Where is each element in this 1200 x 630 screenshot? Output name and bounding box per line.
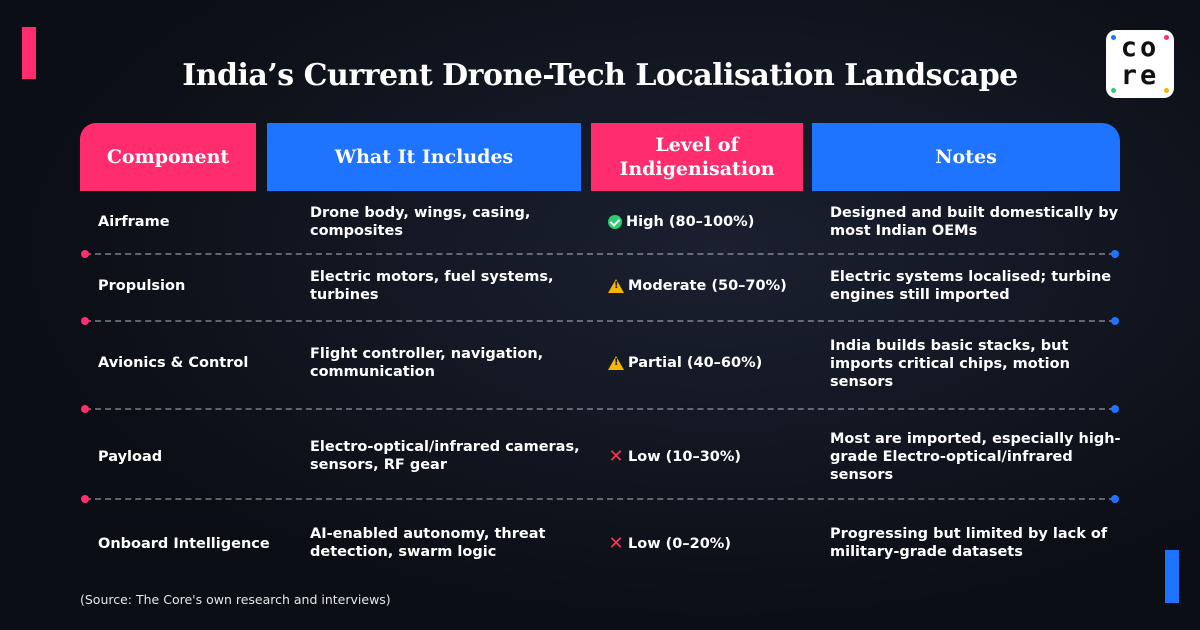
row-divider	[85, 408, 1115, 410]
row-notes: Most are imported, especially high-grade…	[830, 431, 1121, 483]
pink-accent-bar	[22, 27, 36, 79]
row-includes: Drone body, wings, casing, composites	[310, 205, 531, 239]
header-includes: What It Includes	[267, 123, 581, 191]
divider-dot	[81, 317, 89, 325]
row-level: Moderate (50–70%)	[608, 277, 808, 295]
row-level-label: Moderate (50–70%)	[628, 278, 787, 294]
row-includes: Flight controller, navigation, communica…	[310, 346, 544, 380]
logo-dot	[1164, 35, 1169, 40]
table-row: Onboard Intelligence AI-enabled autonomy…	[0, 525, 1200, 565]
logo-line-1: co	[1120, 32, 1160, 63]
row-notes: Designed and built domestically by most …	[830, 205, 1119, 239]
row-level-label: High (80–100%)	[626, 214, 755, 230]
row-level: ✕ Low (10–30%)	[608, 448, 808, 466]
divider-dot	[81, 495, 89, 503]
row-divider	[85, 498, 1115, 500]
row-includes: Electro-optical/infrared cameras, sensor…	[310, 439, 580, 473]
row-divider	[85, 253, 1115, 255]
header-level: Level of Indigenisation	[591, 123, 803, 191]
table-row: Airframe Drone body, wings, casing, comp…	[0, 204, 1200, 254]
row-component: Onboard Intelligence	[98, 536, 270, 552]
divider-dot	[1111, 317, 1119, 325]
blue-accent-bar	[1165, 550, 1179, 603]
header-notes: Notes	[812, 123, 1120, 191]
row-level: Partial (40–60%)	[608, 354, 808, 372]
cross-icon: ✕	[608, 533, 624, 554]
table-row: Propulsion Electric motors, fuel systems…	[0, 268, 1200, 318]
header-component: Component	[80, 123, 256, 191]
logo-dot	[1164, 88, 1169, 93]
row-component: Avionics & Control	[98, 355, 249, 371]
logo-line-2: re	[1120, 60, 1160, 91]
divider-dot	[1111, 495, 1119, 503]
row-divider	[85, 320, 1115, 322]
warning-icon	[608, 279, 624, 293]
row-level-label: Partial (40–60%)	[628, 355, 763, 371]
divider-dot	[81, 405, 89, 413]
cross-icon: ✕	[608, 446, 624, 467]
row-component: Propulsion	[98, 278, 186, 294]
row-includes: AI-enabled autonomy, threat detection, s…	[310, 526, 546, 560]
page-title: India’s Current Drone-Tech Localisation …	[182, 58, 1018, 93]
table-row: Payload Electro-optical/infrared cameras…	[0, 430, 1200, 490]
header-level-label: Level of Indigenisation	[619, 134, 775, 180]
row-level-label: Low (0–20%)	[628, 536, 731, 552]
divider-dot	[1111, 405, 1119, 413]
row-level: High (80–100%)	[608, 213, 808, 231]
divider-dot	[1111, 250, 1119, 258]
check-icon	[608, 215, 622, 229]
source-note: (Source: The Core's own research and int…	[80, 592, 391, 607]
warning-icon	[608, 356, 624, 370]
row-component: Airframe	[98, 214, 170, 230]
core-logo: co re	[1106, 30, 1174, 98]
row-level: ✕ Low (0–20%)	[608, 535, 808, 553]
row-notes: Electric systems localised; turbine engi…	[830, 269, 1112, 303]
row-includes: Electric motors, fuel systems, turbines	[310, 269, 554, 303]
row-component: Payload	[98, 449, 163, 465]
divider-dot	[81, 250, 89, 258]
row-notes: India builds basic stacks, but imports c…	[830, 338, 1070, 390]
row-level-label: Low (10–30%)	[628, 449, 742, 465]
table-row: Avionics & Control Flight controller, na…	[0, 337, 1200, 397]
logo-dot	[1111, 88, 1116, 93]
logo-dot	[1111, 35, 1116, 40]
row-notes: Progressing but limited by lack of milit…	[830, 526, 1108, 560]
